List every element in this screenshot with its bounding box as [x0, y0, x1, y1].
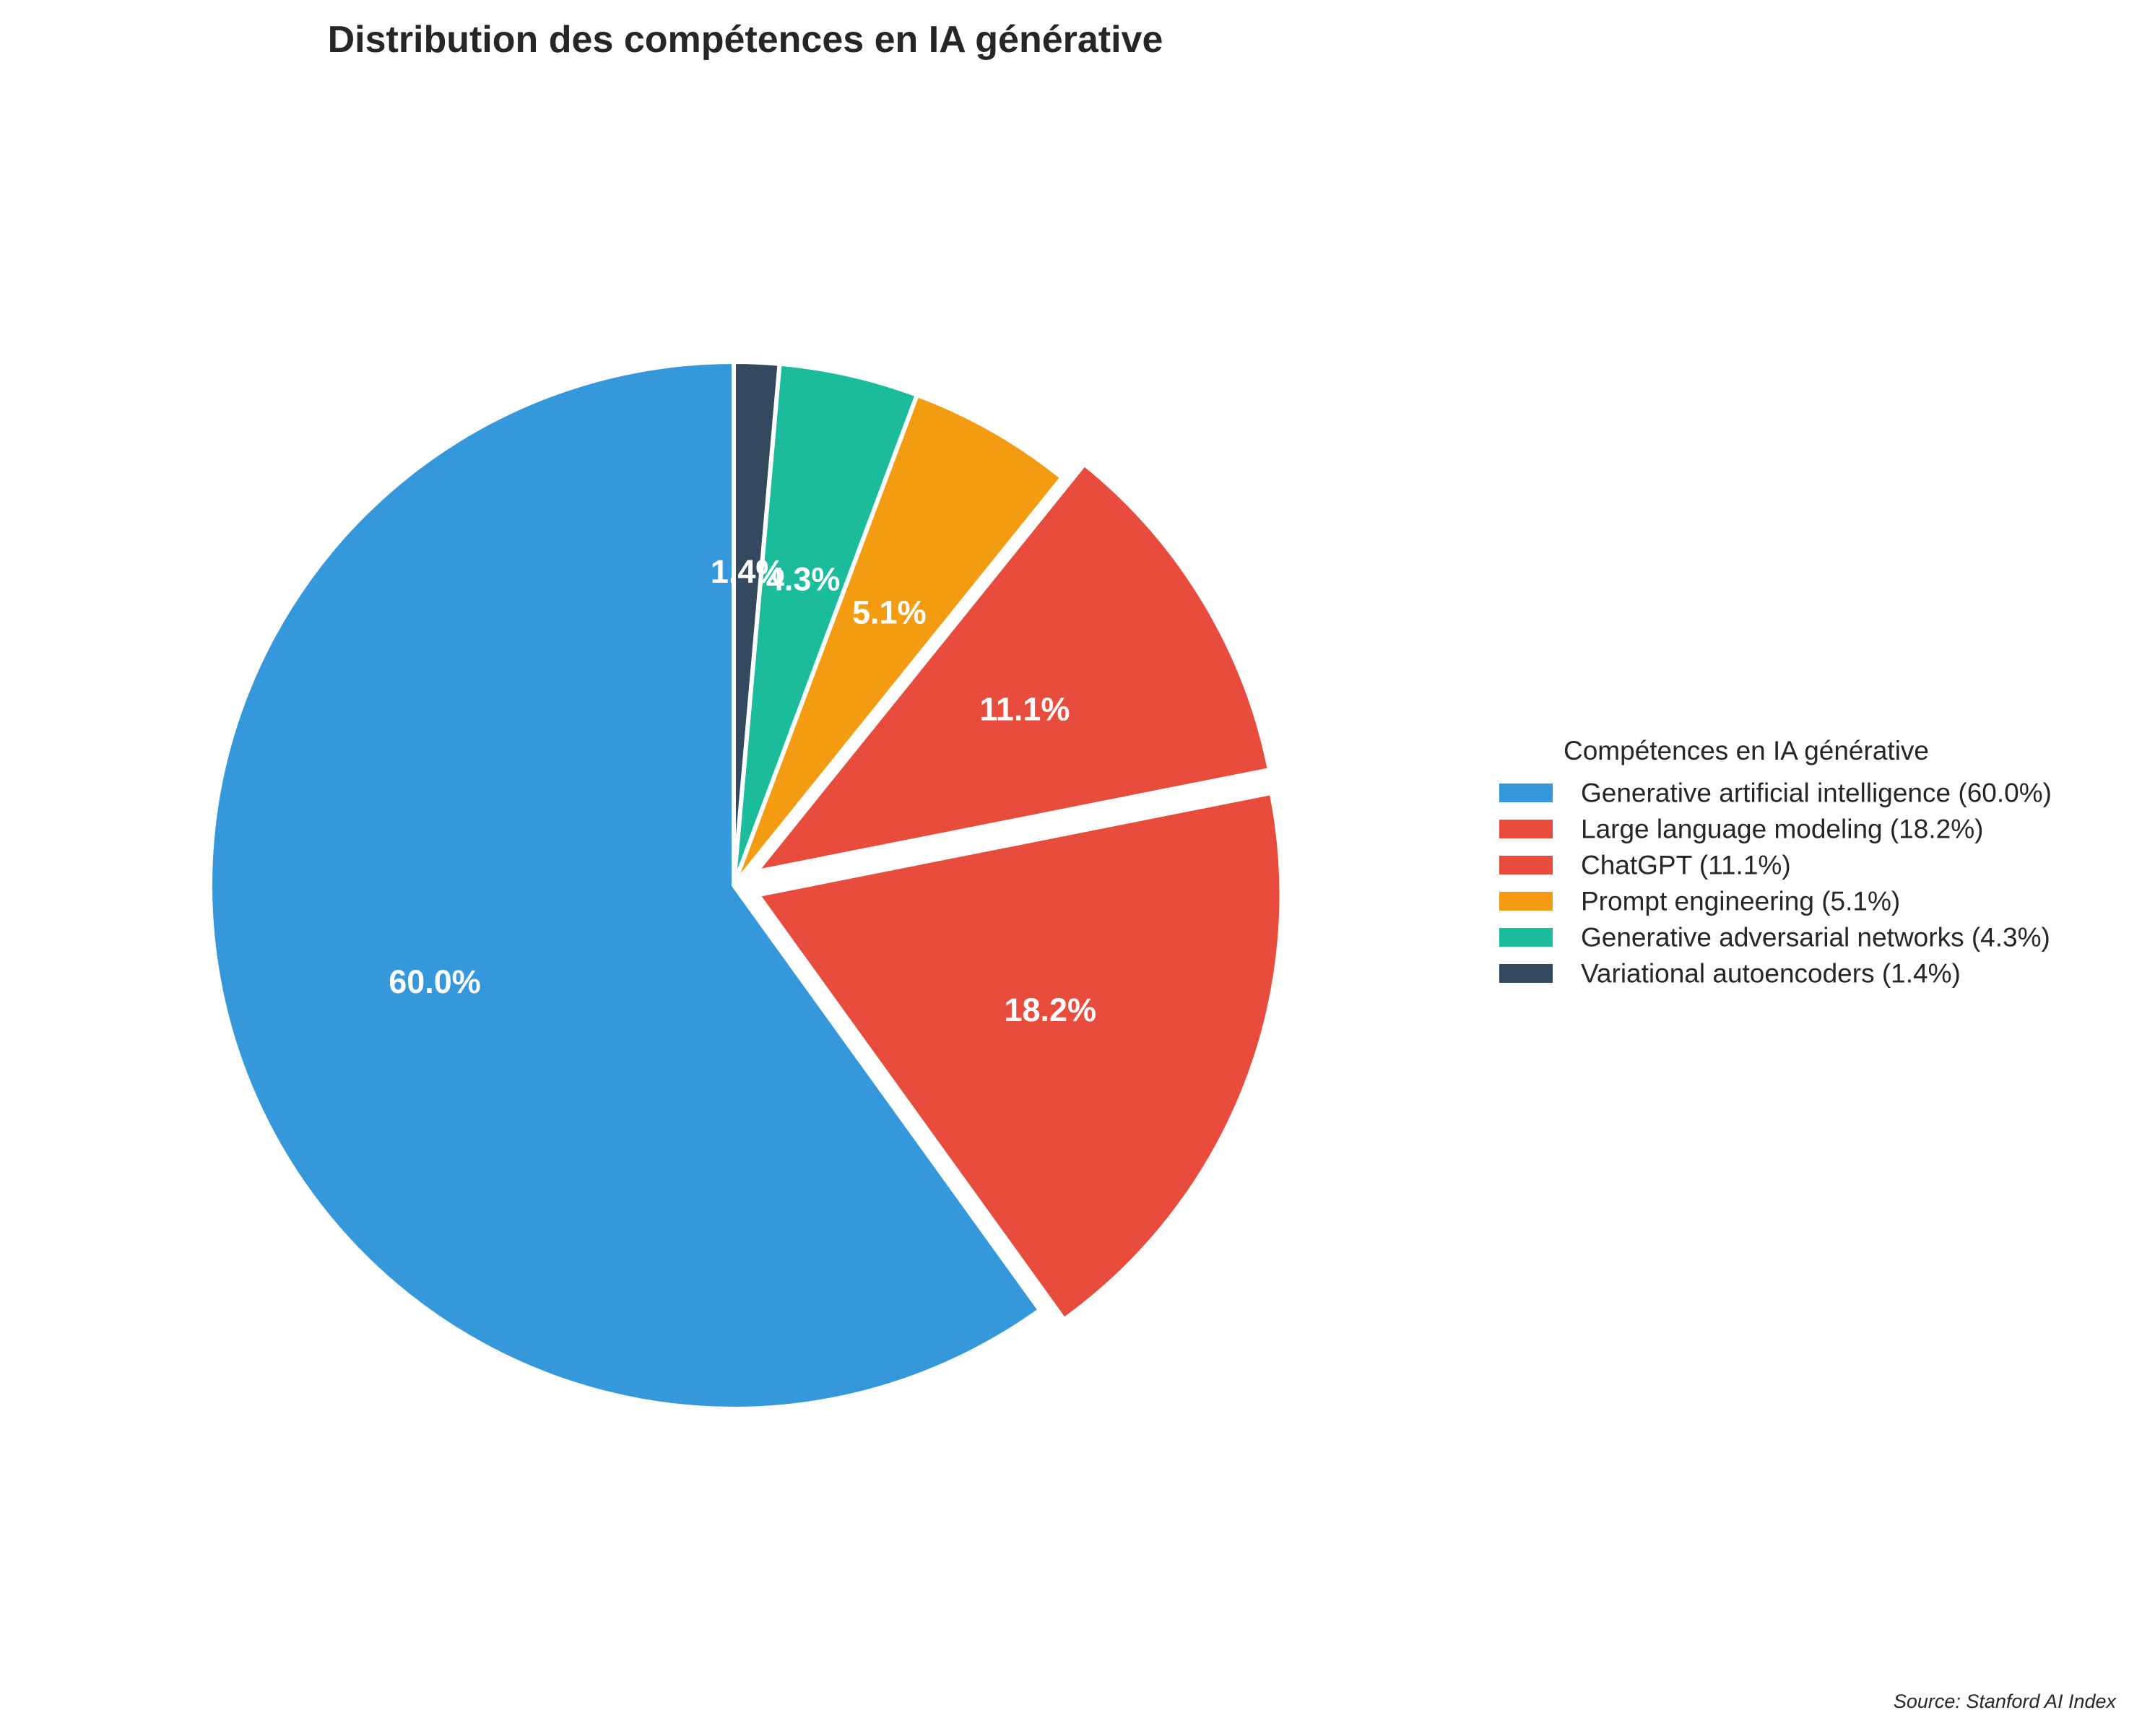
legend: Compétences en IA générative Generative … — [1499, 736, 2052, 989]
pie-label-chatgpt: 11.1% — [979, 691, 1070, 728]
legend-label-prompt-engineering: Prompt engineering (5.1%) — [1581, 887, 1900, 916]
chart-title: Distribution des compétences en IA génér… — [328, 19, 1163, 61]
legend-title: Compétences en IA générative — [1564, 736, 1929, 765]
pie-slice-chatgpt — [753, 461, 1272, 874]
source-note: Source: Stanford AI Index — [1894, 1691, 2117, 1712]
legend-label-large-language-modeling: Large language modeling (18.2%) — [1581, 815, 1983, 844]
pie-slice-prompt-engineering — [732, 392, 1065, 887]
legend-swatch-generative-artificial-intelligence — [1499, 784, 1553, 802]
legend-label-generative-adversarial-networks: Generative adversarial networks (4.3%) — [1581, 923, 2050, 952]
pie-percentage-labels: 1.4%4.3% 5.1% 11.1% 18.2% 60.0% — [389, 553, 1096, 1028]
pie-label-generative-adversarial-networks: 4.3% — [766, 560, 841, 597]
pie-slice-large-language-modeling — [755, 790, 1284, 1322]
legend-swatch-prompt-engineering — [1499, 892, 1553, 911]
legend-label-chatgpt: ChatGPT (11.1%) — [1581, 851, 1791, 880]
pie-label-generative-artificial-intelligence: 60.0% — [389, 963, 481, 1000]
legend-swatch-variational-autoencoders — [1499, 964, 1553, 983]
legend-swatch-chatgpt — [1499, 856, 1553, 874]
legend-label-generative-artificial-intelligence: Generative artificial intelligence (60.0… — [1581, 778, 2052, 808]
legend-items: Generative artificial intelligence (60.0… — [1499, 778, 2052, 989]
pie-slice-generative-adversarial-networks — [732, 361, 919, 887]
pie-slices — [208, 360, 1284, 1411]
pie-label-prompt-engineering: 5.1% — [852, 594, 927, 631]
pie-label-large-language-modeling: 18.2% — [1004, 991, 1096, 1028]
legend-label-variational-autoencoders: Variational autoencoders (1.4%) — [1581, 959, 1961, 989]
pie-label-variational-autoencoders: 1.4% — [711, 553, 785, 590]
legend-swatch-generative-adversarial-networks — [1499, 928, 1553, 947]
legend-swatch-large-language-modeling — [1499, 820, 1553, 838]
pie-slice-generative-artificial-intelligence — [208, 360, 1042, 1411]
